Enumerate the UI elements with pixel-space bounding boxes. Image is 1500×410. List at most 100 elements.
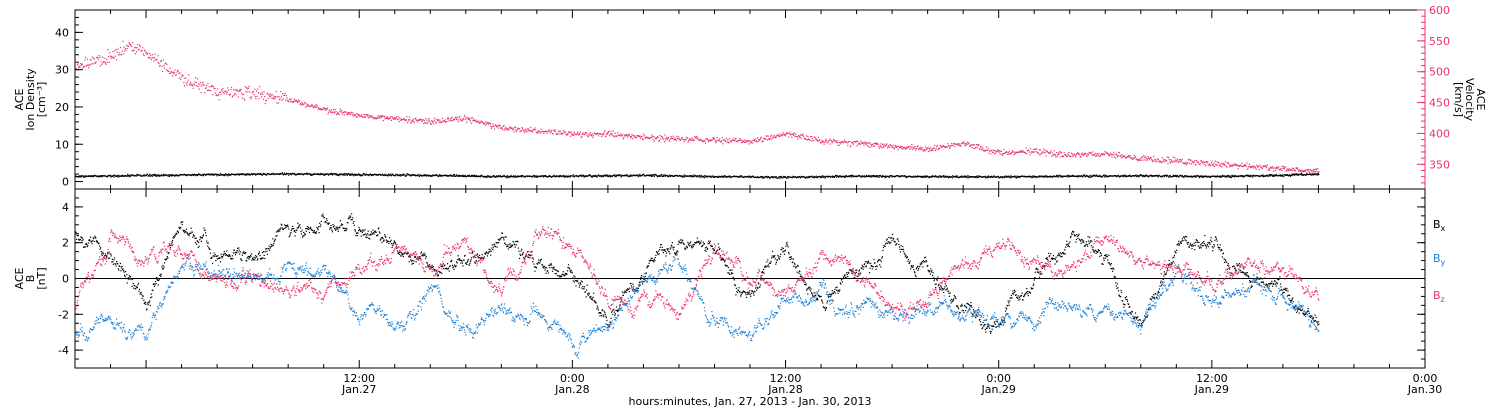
data-point: [851, 141, 853, 144]
data-point: [98, 59, 100, 61]
data-point: [815, 176, 817, 178]
data-point: [156, 279, 158, 281]
data-point: [611, 133, 613, 135]
data-point: [914, 149, 917, 151]
data-point: [129, 276, 132, 278]
data-point: [158, 63, 160, 65]
data-point: [103, 175, 105, 177]
data-point: [213, 174, 215, 176]
data-point: [198, 88, 200, 90]
data-point: [867, 145, 869, 148]
data-point: [1115, 175, 1117, 177]
data-point: [782, 177, 784, 179]
data-point: [900, 146, 902, 148]
data-point: [1306, 168, 1308, 171]
data-point: [1200, 160, 1203, 162]
data-point: [573, 131, 575, 133]
data-point: [590, 175, 592, 177]
data-point: [881, 175, 883, 178]
data-point: [728, 175, 731, 177]
data-point: [837, 144, 839, 146]
data-point: [212, 262, 214, 265]
data-point: [487, 175, 489, 177]
data-point: [1185, 162, 1187, 164]
data-point: [246, 87, 248, 89]
data-point: [888, 145, 890, 147]
data-point: [796, 176, 798, 179]
data-point: [1292, 167, 1295, 170]
data-point: [87, 242, 89, 244]
data-point: [709, 175, 711, 177]
data-point: [751, 140, 753, 142]
data-point: [205, 235, 207, 237]
data-point: [944, 147, 946, 149]
data-point: [1084, 174, 1086, 176]
data-point: [269, 95, 271, 97]
data-point: [219, 173, 222, 175]
data-point: [1079, 156, 1081, 158]
data-point: [400, 175, 402, 177]
data-point: [518, 128, 521, 130]
data-point: [558, 130, 560, 132]
data-point: [1131, 175, 1133, 177]
data-point: [816, 176, 818, 179]
data-point: [942, 175, 944, 177]
data-point: [872, 145, 874, 147]
data-point: [822, 141, 825, 143]
data-point: [1234, 163, 1236, 165]
y-tick-label-left: 40: [55, 26, 69, 39]
data-point: [564, 175, 566, 177]
data-point: [857, 143, 859, 145]
data-point: [259, 86, 261, 88]
data-point: [712, 175, 714, 177]
data-point: [93, 240, 95, 243]
data-point: [389, 117, 391, 119]
data-point: [81, 237, 84, 239]
data-point: [829, 138, 831, 140]
data-point: [1072, 154, 1074, 156]
data-point: [817, 136, 820, 139]
data-point: [505, 128, 507, 130]
data-point: [1192, 161, 1194, 163]
x-axis-label: hours:minutes, Jan. 27, 2013 - Jan. 30, …: [629, 395, 872, 408]
data-point: [411, 120, 413, 122]
data-point: [115, 265, 117, 267]
data-point: [418, 175, 420, 177]
data-point: [569, 135, 572, 137]
data-point: [1098, 152, 1100, 155]
data-point: [437, 120, 439, 122]
data-point: [112, 51, 114, 53]
data-point: [175, 174, 177, 176]
data-point: [114, 174, 116, 177]
data-point: [765, 176, 767, 178]
data-point: [849, 141, 851, 143]
data-point: [266, 174, 268, 176]
data-point: [1091, 154, 1093, 156]
data-point: [553, 130, 555, 132]
data-point: [865, 142, 867, 144]
data-point: [1294, 170, 1296, 172]
data-point: [366, 114, 368, 116]
data-point: [671, 175, 673, 177]
data-point: [805, 177, 807, 179]
data-point: [370, 116, 373, 118]
data-point: [221, 90, 223, 92]
data-point: [902, 148, 904, 150]
data-point: [1156, 174, 1158, 177]
data-point: [535, 176, 537, 178]
data-point: [99, 65, 102, 67]
data-point: [898, 145, 900, 147]
data-point: [405, 175, 407, 177]
data-point: [1230, 175, 1232, 177]
data-point: [468, 174, 470, 176]
data-point: [652, 175, 654, 177]
data-point: [1094, 152, 1096, 154]
data-point: [313, 106, 315, 109]
data-point: [528, 129, 530, 131]
data-point: [1245, 165, 1247, 168]
data-point: [605, 133, 608, 135]
data-point: [704, 175, 707, 177]
data-point: [559, 133, 561, 135]
data-point: [774, 136, 776, 138]
data-point: [1243, 164, 1245, 166]
